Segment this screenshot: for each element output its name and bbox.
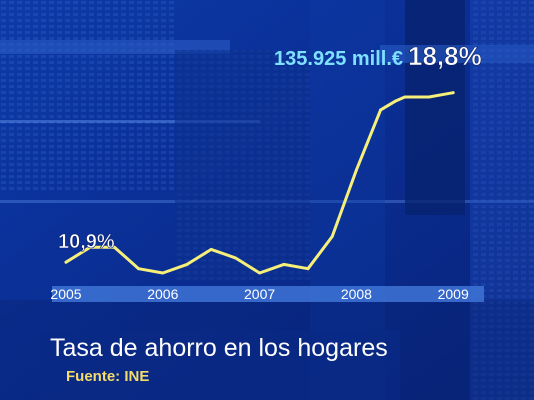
data-point — [282, 263, 286, 266]
data-point — [427, 95, 431, 99]
series-points — [64, 91, 455, 275]
data-point — [306, 267, 310, 271]
x-axis-band — [52, 286, 484, 302]
x-tick-label: 2007 — [244, 286, 275, 302]
chart-source: Fuente: INE — [66, 368, 150, 385]
data-point — [88, 245, 92, 249]
x-axis-tick-labels: 2005 2006 2007 2008 2009 — [50, 286, 469, 302]
data-point — [64, 260, 68, 264]
data-point — [393, 99, 397, 103]
start-value-label: 10,9% — [58, 231, 115, 253]
x-tick-label: 2005 — [50, 286, 81, 302]
end-amount-label: 135.925 mill.€ — [274, 48, 403, 70]
data-point — [113, 245, 116, 249]
series-line — [64, 91, 455, 275]
data-point — [403, 95, 407, 99]
x-tick-label: 2006 — [147, 286, 178, 302]
x-tick-label: 2009 — [438, 286, 469, 302]
chart-title: Tasa de ahorro en los hogares — [50, 334, 388, 362]
end-value-label: 18,8% — [408, 41, 482, 71]
data-point — [330, 235, 334, 238]
x-tick-label: 2008 — [341, 286, 372, 302]
data-point — [161, 271, 165, 275]
data-point — [209, 248, 213, 251]
data-point — [234, 256, 237, 260]
data-point — [379, 108, 382, 112]
data-point — [137, 267, 141, 271]
data-point — [413, 95, 416, 99]
data-point — [258, 271, 261, 275]
data-point — [451, 91, 455, 95]
data-point — [185, 263, 189, 266]
data-point — [355, 168, 358, 172]
